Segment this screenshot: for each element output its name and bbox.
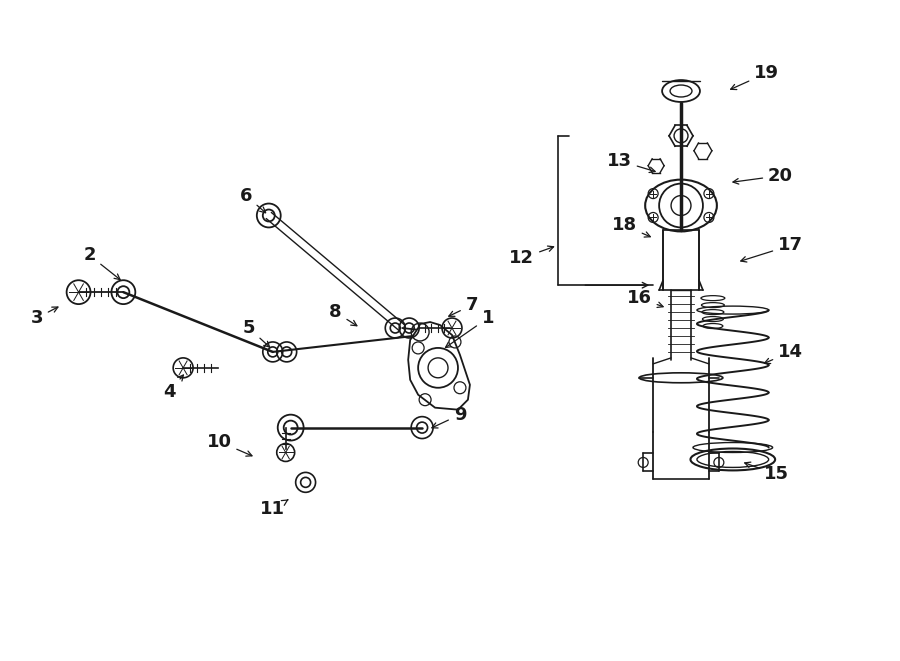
- Text: 3: 3: [31, 307, 58, 327]
- Text: 9: 9: [432, 406, 466, 428]
- Text: 17: 17: [741, 237, 803, 262]
- Text: 12: 12: [509, 246, 554, 267]
- Text: 15: 15: [744, 462, 789, 483]
- Text: 14: 14: [764, 343, 803, 364]
- Polygon shape: [409, 322, 470, 410]
- Text: 2: 2: [84, 247, 120, 280]
- Text: 5: 5: [243, 319, 270, 347]
- Text: 10: 10: [206, 432, 252, 456]
- Text: 18: 18: [612, 216, 651, 237]
- Text: 8: 8: [329, 303, 357, 326]
- Text: 4: 4: [163, 375, 184, 401]
- Text: 7: 7: [449, 296, 478, 317]
- Text: 11: 11: [260, 500, 288, 518]
- Text: 6: 6: [239, 186, 266, 213]
- Text: 20: 20: [733, 167, 793, 184]
- Text: 13: 13: [607, 152, 655, 173]
- Text: 16: 16: [626, 289, 663, 307]
- Text: 1: 1: [446, 309, 494, 348]
- Text: 19: 19: [731, 64, 779, 89]
